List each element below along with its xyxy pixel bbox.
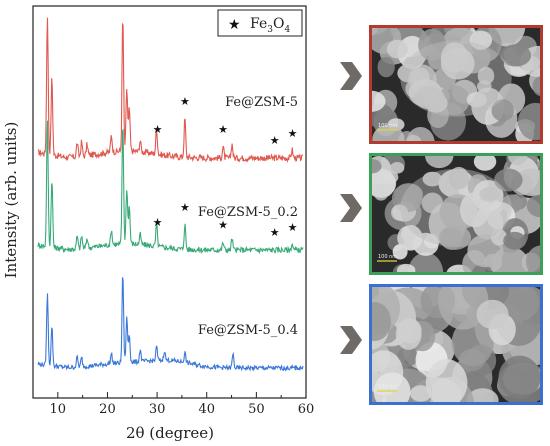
x-tick-label: 50 (248, 402, 265, 417)
scale-bar-label: 100 nm (378, 123, 397, 129)
peak-star: ★ (180, 95, 190, 108)
series-line (37, 17, 304, 163)
series-line (37, 120, 304, 255)
legend-label-fe: Fe (250, 16, 267, 32)
legend-label-sub-4: 4 (284, 25, 290, 35)
scale-bar-label: 100 nm (378, 254, 397, 260)
legend: ★ Fe3O4 (217, 9, 303, 37)
sem-image-panel: 100 nm (369, 153, 543, 275)
sem-image-panel: 100 nm (369, 25, 543, 144)
x-tick-label: 30 (149, 402, 166, 417)
legend-label-sub-3: 3 (267, 25, 273, 35)
peak-star: ★ (153, 123, 163, 136)
arrows (340, 62, 362, 354)
scale-bar-label: 100 nm (378, 384, 397, 390)
series-lines (37, 17, 304, 372)
x-tick-label: 60 (298, 402, 315, 417)
x-axis-label: 2θ (degree) (126, 424, 214, 442)
peak-star: ★ (288, 221, 298, 234)
sem-panels: 100 nm 100 nm 100 nm (369, 25, 543, 405)
sem-image-panel: 100 nm (369, 284, 543, 405)
y-axis-label: Intensity (arb. units) (2, 122, 20, 279)
x-axis-ticks: 10 20 30 40 50 60 (32, 392, 315, 417)
peak-star: ★ (218, 219, 228, 232)
plot-frame (32, 5, 307, 399)
x-tick-label: 10 (50, 402, 67, 417)
arrow-icon (340, 326, 362, 354)
series-line (37, 277, 304, 372)
legend-label-o: O (273, 16, 284, 32)
peak-star-markers: ★ ★ ★ ★ ★ ★ ★ ★ ★ ★ (153, 95, 298, 239)
series-label: Fe@ZSM-5 (225, 95, 298, 110)
series-label: Fe@ZSM-5_0.2 (198, 205, 298, 220)
sem-panel-border (369, 153, 543, 275)
peak-star: ★ (270, 134, 280, 147)
sem-panel-border (369, 25, 543, 144)
arrow-icon (340, 194, 362, 222)
series-label: Fe@ZSM-5_0.4 (198, 323, 298, 338)
x-tick-label: 20 (99, 402, 116, 417)
peak-star: ★ (180, 201, 190, 214)
legend-label: Fe3O4 (250, 16, 290, 35)
sem-panel-border (369, 284, 543, 405)
peak-star: ★ (270, 226, 280, 239)
arrow-icon (340, 62, 362, 90)
legend-marker: ★ (228, 17, 241, 33)
legend-box (217, 9, 303, 37)
peak-star: ★ (153, 216, 163, 229)
peak-star: ★ (288, 127, 298, 140)
x-tick-label: 40 (198, 402, 215, 417)
peak-star: ★ (218, 123, 228, 136)
series-labels: Fe@ZSM-5 Fe@ZSM-5_0.2 Fe@ZSM-5_0.4 (198, 95, 298, 338)
